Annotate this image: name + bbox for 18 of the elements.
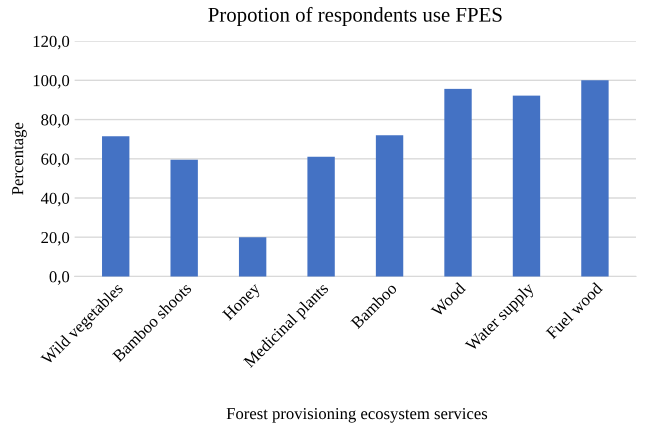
y-tick-label: 20,0 xyxy=(41,232,70,246)
y-axis-title: Percentage xyxy=(12,122,27,195)
chart-title: Propotion of respondents use FPES xyxy=(208,6,502,26)
bar xyxy=(170,160,198,276)
bar xyxy=(444,88,472,276)
y-tick-label: 100,0 xyxy=(34,74,70,89)
bar xyxy=(581,80,609,276)
y-tick-label: 0,0 xyxy=(50,271,70,285)
y-tick-label: 40,0 xyxy=(40,192,70,206)
bar xyxy=(102,136,130,276)
x-axis-title: Forest provisioning ecosystem services xyxy=(226,408,488,423)
y-tick-label: 80,0 xyxy=(41,114,70,128)
y-tick-label: 120,0 xyxy=(34,36,70,50)
bar xyxy=(512,96,540,276)
y-tick-label: 60,0 xyxy=(41,153,70,168)
bar xyxy=(376,135,404,276)
bar xyxy=(307,156,335,276)
bar xyxy=(238,237,266,276)
